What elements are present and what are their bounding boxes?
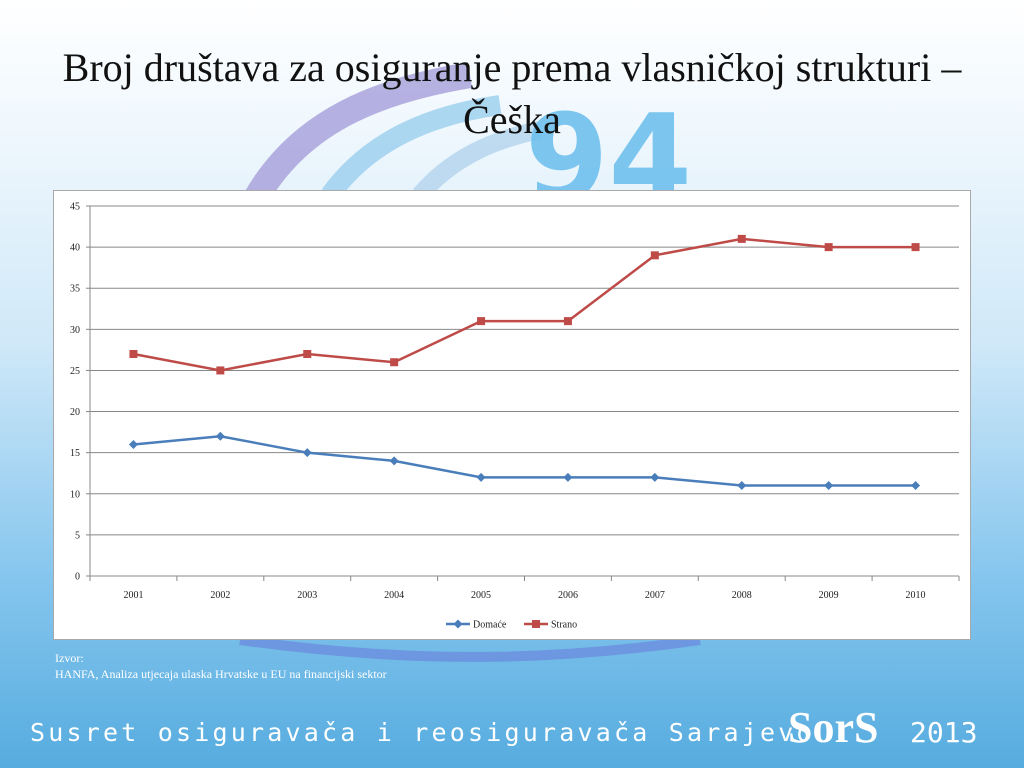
data-point-1-1 — [216, 366, 225, 375]
legend-label-0: Domaće — [473, 620, 507, 631]
x-tick-label: 2008 — [732, 590, 752, 601]
footer-event-name: Susret osiguravača i reosiguravača Saraj… — [30, 718, 815, 747]
y-tick-label: 45 — [70, 202, 80, 213]
data-point-0-1 — [215, 431, 225, 441]
source-note: Izvor: HANFA, Analiza utjecaja ulaska Hr… — [55, 650, 387, 682]
data-point-1-5 — [563, 317, 572, 326]
x-tick-label: 2004 — [384, 590, 404, 601]
data-point-1-9 — [911, 243, 920, 252]
x-tick-label: 2005 — [471, 590, 491, 601]
line-chart: 0 5 10 15 20 25 30 35 40 45 2001 2002 2003 2004 2005 20… — [70, 202, 960, 631]
source-text: HANFA, Analiza utjecaja ulaska Hrvatske … — [55, 667, 387, 681]
slide-title: Broj društava za osiguranje prema vlasni… — [62, 45, 962, 142]
data-point-0-3 — [389, 456, 399, 466]
y-tick-label: 25 — [70, 366, 80, 377]
data-point-1-2 — [303, 350, 312, 358]
y-tick-label: 5 — [75, 530, 80, 541]
y-tick-label: 10 — [70, 489, 80, 500]
data-point-1-4 — [477, 317, 486, 326]
legend-label-1: Strano — [551, 620, 577, 631]
logo-year: 2013 — [910, 716, 978, 749]
x-tick-label: 2010 — [906, 590, 926, 601]
data-point-0-6 — [650, 472, 660, 482]
data-point-1-0 — [129, 350, 138, 358]
y-tick-label: 35 — [70, 284, 80, 295]
data-point-1-3 — [390, 358, 399, 367]
data-point-0-2 — [302, 448, 312, 458]
data-point-1-8 — [824, 243, 833, 252]
x-tick-label: 2007 — [645, 590, 665, 601]
y-tick-label: 30 — [70, 325, 80, 336]
legend-marker-0 — [453, 619, 463, 629]
data-point-1-6 — [650, 251, 659, 260]
y-tick-label: 40 — [70, 243, 80, 254]
x-tick-label: 2003 — [297, 590, 317, 601]
data-point-0-8 — [824, 481, 834, 491]
x-tick-label: 2006 — [558, 590, 578, 601]
data-point-0-0 — [128, 439, 138, 449]
series-line-1 — [133, 237, 916, 372]
chart-container: 0 5 10 15 20 25 30 35 40 45 2001 2002 2003 2004 2005 20… — [53, 190, 971, 640]
x-tick-label: 2009 — [819, 590, 839, 601]
y-tick-label: 0 — [75, 572, 80, 583]
data-point-0-7 — [737, 481, 747, 491]
legend-marker-1 — [532, 620, 540, 628]
x-tick-label: 2002 — [210, 590, 230, 601]
y-tick-label: 20 — [70, 407, 80, 418]
x-tick-label: 2001 — [123, 590, 143, 601]
y-tick-label: 15 — [70, 448, 80, 459]
data-point-0-9 — [911, 481, 921, 491]
data-point-0-4 — [476, 472, 486, 482]
data-point-0-5 — [563, 472, 573, 482]
series-line-0 — [133, 434, 916, 487]
source-label: Izvor: — [55, 651, 84, 665]
data-point-1-7 — [737, 234, 746, 243]
sors-logo: SorS — [788, 703, 879, 752]
